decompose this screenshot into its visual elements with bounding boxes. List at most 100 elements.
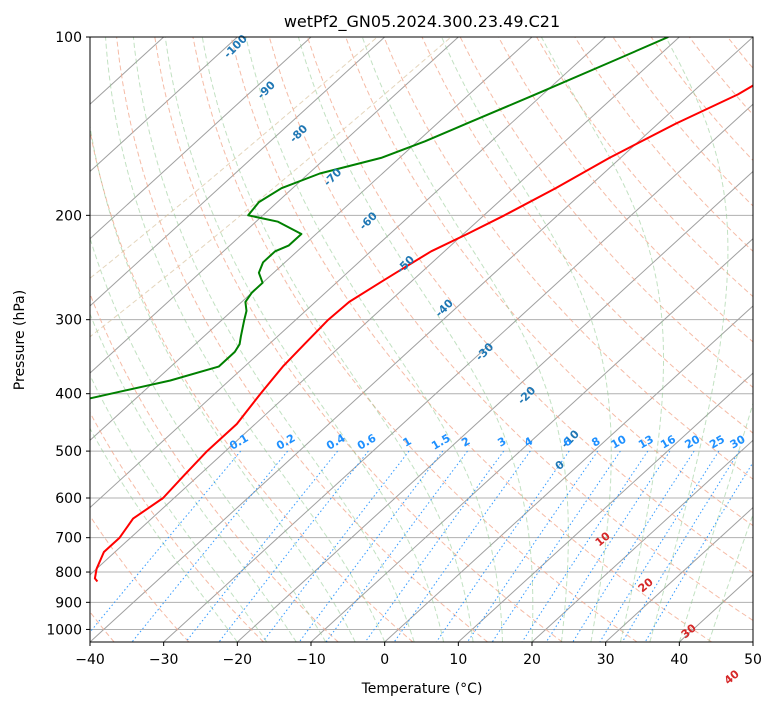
moist-adiabat bbox=[361, 37, 569, 642]
y-tick-label: 1000 bbox=[46, 622, 82, 638]
moist-adiabat bbox=[90, 123, 356, 642]
y-tick-label: 800 bbox=[55, 565, 82, 581]
dry-adiabat-label: -60 bbox=[357, 209, 380, 232]
dry-adiabat-label: -80 bbox=[287, 122, 310, 145]
isotherm bbox=[384, 305, 753, 642]
isotherm bbox=[90, 37, 459, 374]
dry-adiabat bbox=[192, 37, 638, 642]
mixing-ratio-line bbox=[621, 450, 740, 642]
isotherm bbox=[163, 103, 753, 642]
isotherm bbox=[90, 37, 533, 442]
mixing-ratio-label: 8 bbox=[589, 435, 602, 450]
mixing-ratio-label: 1.5 bbox=[429, 432, 452, 453]
moist-adiabat bbox=[708, 513, 753, 642]
chart-title: wetPf2_GN05.2024.300.23.49.C21 bbox=[284, 12, 560, 32]
mixing-ratio-line bbox=[262, 450, 410, 642]
background-line-labels: -100-90-80-70-60-50-40-30-20-100.1 0.2 0.4… bbox=[221, 32, 748, 687]
x-axis-label: Temperature (°C) bbox=[361, 681, 483, 697]
mixing-ratio-line bbox=[467, 450, 599, 642]
dry-adiabat bbox=[268, 37, 753, 622]
mixing-ratio-label: 1 bbox=[401, 435, 414, 450]
isotherm bbox=[605, 506, 753, 642]
moist-adiabat-label: 10 bbox=[593, 529, 613, 549]
x-axis-ticks: −40 −30 −20 −10 0 10 20 30 40 50 bbox=[75, 642, 762, 668]
moist-adiabat bbox=[297, 37, 534, 642]
y-axis-label: Pressure (hPa) bbox=[12, 290, 28, 390]
y-tick-label: 900 bbox=[55, 595, 82, 611]
dry-adiabat bbox=[345, 37, 753, 527]
mixing-ratio-line bbox=[218, 450, 369, 642]
dry-adiabat-label: -40 bbox=[433, 296, 456, 319]
mixing-ratio-line bbox=[90, 450, 242, 633]
isotherm bbox=[531, 439, 753, 642]
y-tick-label: 100 bbox=[55, 30, 82, 46]
moist-adiabats bbox=[90, 37, 753, 642]
dry-adiabat bbox=[536, 37, 753, 298]
reference-curve bbox=[90, 37, 378, 279]
x-tick-label: −40 bbox=[75, 652, 105, 668]
dry-adiabat-label: -20 bbox=[515, 384, 538, 407]
mixing-ratio-label: 0.4 bbox=[324, 431, 348, 452]
mixing-ratio-label: 2 bbox=[459, 435, 472, 450]
moist-adiabat-label: 30 bbox=[679, 621, 699, 641]
dry-adiabat bbox=[307, 37, 753, 574]
dry-adiabat bbox=[116, 37, 488, 642]
moist-adiabat-label: 40 bbox=[722, 667, 742, 687]
dry-adiabat bbox=[688, 37, 753, 116]
dry-adiabats bbox=[90, 37, 775, 642]
mixing-ratio-line bbox=[364, 450, 505, 642]
mixing-ratio-line bbox=[521, 450, 649, 642]
mixing-ratio-label: 25 bbox=[707, 433, 727, 452]
y-axis-ticks: 1000 900 800 700 600 500 400 300 200 100 bbox=[46, 30, 90, 638]
mixing-ratio-label: 13 bbox=[636, 433, 656, 452]
dry-adiabat bbox=[90, 127, 414, 642]
dry-adiabat bbox=[230, 37, 712, 642]
moist-adiabat bbox=[164, 37, 445, 642]
x-tick-label: −10 bbox=[296, 652, 326, 668]
dry-adiabat bbox=[90, 292, 339, 642]
temperature-trace bbox=[93, 84, 753, 583]
moist-adiabat bbox=[90, 236, 327, 642]
x-tick-label: 30 bbox=[597, 652, 615, 668]
moist-adiabat bbox=[441, 37, 612, 642]
y-tick-label: 400 bbox=[55, 387, 82, 403]
x-tick-label: 50 bbox=[744, 652, 762, 668]
y-tick-label: 600 bbox=[55, 491, 82, 507]
x-tick-label: 20 bbox=[523, 652, 541, 668]
y-tick-label: 700 bbox=[55, 531, 82, 547]
x-tick-label: 10 bbox=[449, 652, 467, 668]
moist-adiabat bbox=[90, 312, 297, 642]
moist-adiabat-label: 20 bbox=[636, 575, 656, 595]
mixing-ratio-label: 30 bbox=[728, 432, 748, 451]
isotherm bbox=[236, 170, 753, 642]
moist-adiabat bbox=[678, 401, 753, 642]
moist-adiabat bbox=[540, 37, 664, 642]
isotherm bbox=[752, 641, 753, 642]
moist-adiabat bbox=[90, 374, 268, 642]
reference-curve bbox=[90, 37, 452, 338]
dry-adiabat-label: -30 bbox=[473, 340, 496, 363]
moist-adiabat bbox=[132, 37, 415, 642]
dry-adiabat bbox=[727, 37, 753, 69]
isotherm bbox=[310, 237, 753, 642]
x-tick-label: −20 bbox=[223, 652, 253, 668]
mixing-ratio-line bbox=[491, 450, 621, 642]
mixing-ratio-line bbox=[131, 450, 288, 642]
mixing-ratio-line bbox=[325, 450, 468, 642]
mixing-ratio-line bbox=[545, 450, 671, 642]
isotherm bbox=[90, 37, 238, 173]
skewed-isotherms bbox=[90, 37, 753, 642]
mixing-ratio-line bbox=[644, 461, 753, 642]
mixing-ratio-line bbox=[298, 450, 444, 642]
x-tick-label: −30 bbox=[149, 652, 179, 668]
isotherm bbox=[90, 37, 607, 509]
sounding-traces bbox=[90, 37, 753, 583]
x-tick-label: 40 bbox=[670, 652, 688, 668]
isotherm bbox=[90, 37, 386, 307]
mixing-ratio-line bbox=[435, 450, 570, 642]
dewpoint-trace bbox=[90, 37, 669, 400]
mixing-ratio-line bbox=[185, 450, 338, 642]
y-tick-label: 500 bbox=[55, 444, 82, 460]
dry-adiabat bbox=[766, 37, 775, 642]
